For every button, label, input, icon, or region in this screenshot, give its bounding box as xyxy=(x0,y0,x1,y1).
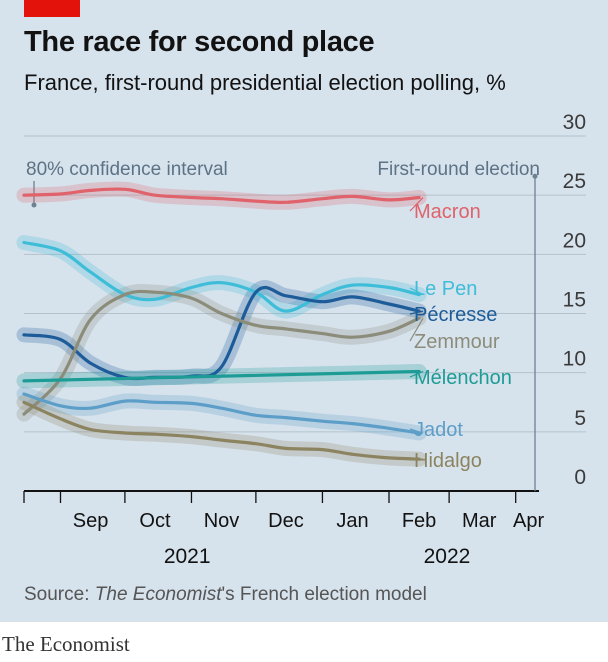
series-line-zemmour xyxy=(22,289,421,416)
y-tick-label: 30 xyxy=(563,111,586,134)
series-label: Hidalgo xyxy=(414,450,482,472)
x-tick-label: Nov xyxy=(204,510,240,532)
series-label: Le Pen xyxy=(414,278,477,300)
label-leader xyxy=(409,310,424,315)
series-label: Pécresse xyxy=(414,304,497,326)
source-note: Source: The Economist's French election … xyxy=(24,584,427,606)
brand-red-tag xyxy=(24,0,80,17)
y-tick-label: 25 xyxy=(563,170,586,193)
chart-subtitle: France, first-round presidential electio… xyxy=(24,70,506,95)
series-line-hidalgo xyxy=(22,400,421,461)
x-tick-label: Oct xyxy=(139,510,171,532)
x-tick-label: Feb xyxy=(402,510,436,532)
series-label: Jadot xyxy=(414,419,463,441)
series-line-macron xyxy=(22,187,421,204)
y-tick-label: 0 xyxy=(574,466,586,489)
election-label: First-round election xyxy=(377,159,540,180)
label-leader xyxy=(409,458,424,461)
x-tick-label: Dec xyxy=(268,510,304,532)
source-label: Source: xyxy=(24,584,95,605)
label-leader xyxy=(409,370,424,378)
label-leader xyxy=(409,197,424,212)
x-tick-label: Jan xyxy=(336,510,368,532)
x-tick-label: Mar xyxy=(462,510,497,532)
source-publication: The Economist xyxy=(94,584,222,605)
source-rest: 's French election model xyxy=(221,584,427,605)
year-label: 2021 xyxy=(164,545,211,568)
label-leader xyxy=(409,287,424,296)
chart-svg: 0 5 10 15 20 25 30 Sep Oct Nov Dec Jan Feb Mar Apr 2021… xyxy=(16,111,586,568)
ci-annotation-dot xyxy=(31,202,37,208)
y-tick-label: 5 xyxy=(574,407,586,430)
series-line-jadot xyxy=(22,392,421,435)
footer-bar: The Economist xyxy=(0,622,608,662)
y-tick-label: 20 xyxy=(563,229,586,252)
chart-title: The race for second place xyxy=(24,26,375,58)
brand-wordmark: The Economist xyxy=(2,632,130,656)
series-label: Zemmour xyxy=(414,331,500,353)
year-label: 2022 xyxy=(424,545,471,568)
y-tick-label: 15 xyxy=(563,289,586,312)
series-line-mélenchon xyxy=(22,369,421,383)
x-tick-label: Sep xyxy=(73,510,109,532)
series-line-le pen xyxy=(22,240,421,313)
series-label: Mélenchon xyxy=(414,367,512,389)
series-line-pécresse xyxy=(22,285,421,381)
label-leader xyxy=(409,317,424,342)
y-tick-label: 10 xyxy=(563,348,586,371)
label-leader xyxy=(409,428,424,434)
ci-annotation: 80% confidence interval xyxy=(26,159,228,180)
election-marker-dot xyxy=(532,173,538,179)
x-tick-label: Apr xyxy=(513,510,544,532)
series-label: Macron xyxy=(414,201,481,223)
